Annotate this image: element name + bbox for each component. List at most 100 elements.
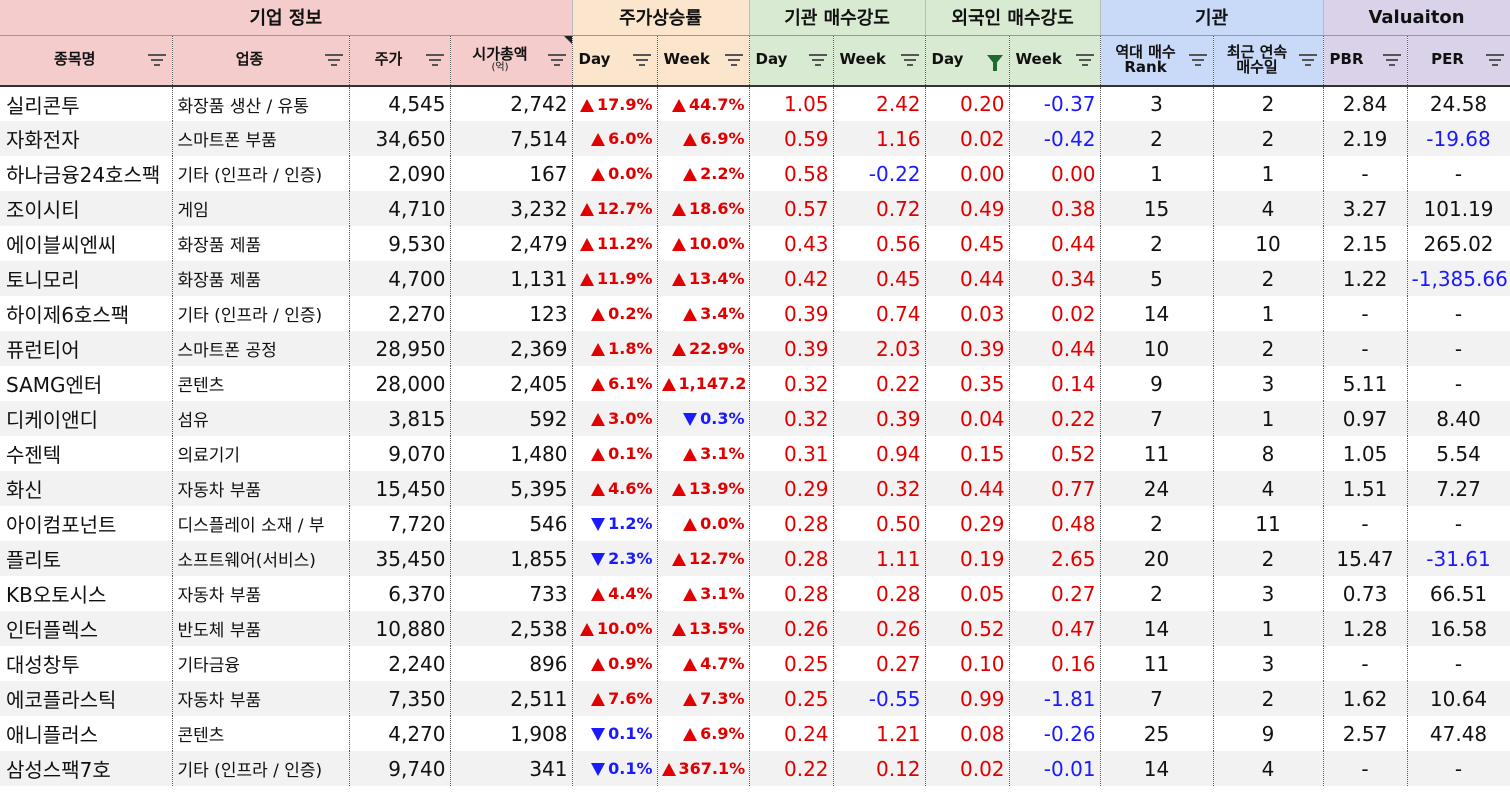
cell-mcap: 2,511 xyxy=(450,681,573,716)
column-header-fday[interactable]: Day xyxy=(925,35,1010,87)
filter-icon[interactable] xyxy=(547,54,566,67)
table-row[interactable]: 하이제6호스팩 기타 (인프라 / 인증) 2,270 123 0.2% 3.4% 0.39… xyxy=(0,296,1510,331)
table-row[interactable]: 삼성스팩7호 기타 (인프라 / 인증) 9,740 341 0.1% 367.1% 0.2… xyxy=(0,751,1510,786)
up-triangle-icon xyxy=(683,448,698,461)
table-row[interactable]: 수젠텍 의료기기 9,070 1,480 0.1% 3.1% 0.31 0.94 0.15 0.5… xyxy=(0,436,1510,471)
cell-industry: 디스플레이 소재 / 부 xyxy=(172,506,350,541)
filter-icon[interactable] xyxy=(900,54,919,67)
table-row[interactable]: 화신 자동차 부품 15,450 5,395 4.6% 13.9% 0.29 0.32 0.44… xyxy=(0,471,1510,506)
table-row[interactable]: 자화전자 스마트폰 부품 34,650 7,514 6.0% 6.9% 0.59 1.16 0.… xyxy=(0,121,1510,156)
table-row[interactable]: 플리토 소프트웨어(서비스) 35,450 1,855 2.3% 12.7% 0.28 1.1… xyxy=(0,541,1510,576)
column-header-label: 역대 매수 Rank xyxy=(1115,44,1175,77)
cell-price: 4,270 xyxy=(349,716,451,751)
column-header-industry[interactable]: 업종 xyxy=(172,35,350,87)
column-header-iday[interactable]: Day xyxy=(749,35,834,87)
column-header-streak[interactable]: 최근 연속 매수일 xyxy=(1213,35,1324,87)
cell-rank: 7 xyxy=(1100,681,1214,716)
cell-pweek: 13.9% xyxy=(657,471,750,506)
table-row[interactable]: 애니플러스 콘텐츠 4,270 1,908 0.1% 6.9% 0.24 1.21 0.08 -0… xyxy=(0,716,1510,751)
cell-iday: 0.57 xyxy=(749,191,834,226)
cell-iweek: -0.55 xyxy=(833,681,926,716)
cell-per: - xyxy=(1407,646,1510,681)
cell-name: 조이시티 xyxy=(0,191,173,226)
pct-value: 4.7% xyxy=(700,654,745,673)
cell-streak: 10 xyxy=(1213,226,1324,261)
column-header-pday[interactable]: Day xyxy=(572,35,658,87)
filter-icon[interactable] xyxy=(632,54,651,67)
table-row[interactable]: 인터플렉스 반도체 부품 10,880 2,538 10.0% 13.5% 0.26 0.26… xyxy=(0,611,1510,646)
column-header-label: PER xyxy=(1431,50,1464,69)
filter-icon[interactable] xyxy=(425,54,444,67)
group-header: 기관 매수강도 xyxy=(749,0,926,36)
cell-per: 10.64 xyxy=(1407,681,1510,716)
cell-name: 퓨런티어 xyxy=(0,331,173,366)
pct-value: 6.1% xyxy=(608,374,653,393)
cell-per: - xyxy=(1407,751,1510,786)
cell-streak: 8 xyxy=(1213,436,1324,471)
table-row[interactable]: 에이블씨엔씨 화장품 제품 9,530 2,479 11.2% 10.0% 0.43 0.56… xyxy=(0,226,1510,261)
table-row[interactable]: 대성창투 기타금융 2,240 896 0.9% 4.7% 0.25 0.27 0.10 0.16… xyxy=(0,646,1510,681)
filter-active-icon[interactable] xyxy=(986,55,1003,72)
cell-pday: 2.3% xyxy=(572,541,658,576)
cell-mcap: 896 xyxy=(450,646,573,681)
filter-icon[interactable] xyxy=(724,54,743,67)
column-header-price[interactable]: 주가 xyxy=(349,35,451,87)
column-header-pweek[interactable]: Week xyxy=(657,35,750,87)
pct-value: 1.2% xyxy=(608,514,653,533)
up-triangle-icon xyxy=(672,273,686,286)
table-row[interactable]: 퓨런티어 스마트폰 공정 28,950 2,369 1.8% 22.9% 0.39 2.03 0… xyxy=(0,331,1510,366)
column-header-pbr[interactable]: PBR xyxy=(1323,35,1408,87)
cell-name: 에코플라스틱 xyxy=(0,681,173,716)
cell-iweek: 0.56 xyxy=(833,226,926,261)
cell-iday: 0.31 xyxy=(749,436,834,471)
filter-icon[interactable] xyxy=(324,54,343,67)
column-header-line2: 매수일 xyxy=(1236,58,1278,77)
cell-mcap: 7,514 xyxy=(450,121,573,156)
cell-industry: 기타 (인프라 / 인증) xyxy=(172,296,350,331)
table-row[interactable]: KB오토시스 자동차 부품 6,370 733 4.4% 3.1% 0.28 0.28 0.05… xyxy=(0,576,1510,611)
filter-icon[interactable] xyxy=(1382,54,1401,67)
cell-iday: 0.32 xyxy=(749,401,834,436)
cell-industry: 콘텐츠 xyxy=(172,366,350,401)
cell-name: 실리콘투 xyxy=(0,86,173,121)
cell-fweek: 0.00 xyxy=(1009,156,1101,191)
filter-icon[interactable] xyxy=(1485,54,1504,67)
column-header-fweek[interactable]: Week xyxy=(1009,35,1101,87)
column-header-name[interactable]: 종목명 xyxy=(0,35,173,87)
table-row[interactable]: 에코플라스틱 자동차 부품 7,350 2,511 7.6% 7.3% 0.25 -0.55 0… xyxy=(0,681,1510,716)
cell-fweek: 0.27 xyxy=(1009,576,1101,611)
table-row[interactable]: 아이컴포넌트 디스플레이 소재 / 부 7,720 546 1.2% 0.0% 0.28 0.… xyxy=(0,506,1510,541)
cell-rank: 7 xyxy=(1100,401,1214,436)
cell-pday: 17.9% xyxy=(572,86,658,121)
table-row[interactable]: 조이시티 게임 4,710 3,232 12.7% 18.6% 0.57 0.72 0.49 0.… xyxy=(0,191,1510,226)
column-header-rank[interactable]: 역대 매수 Rank xyxy=(1100,35,1214,87)
table-row[interactable]: 디케이앤디 섬유 3,815 592 3.0% 0.3% 0.32 0.39 0.04 0.22 7… xyxy=(0,401,1510,436)
column-header-iweek[interactable]: Week xyxy=(833,35,926,87)
cell-iday: 1.05 xyxy=(749,86,834,121)
table-row[interactable]: 실리콘투 화장품 생산 / 유통 4,545 2,742 17.9% 44.7% 1.05 2… xyxy=(0,86,1510,121)
filter-icon[interactable] xyxy=(808,54,827,67)
cell-per: - xyxy=(1407,506,1510,541)
group-header: 주가상승률 xyxy=(572,0,750,36)
cell-industry: 기타 (인프라 / 인증) xyxy=(172,751,350,786)
table-row[interactable]: 토니모리 화장품 제품 4,700 1,131 11.9% 13.4% 0.42 0.45 0.… xyxy=(0,261,1510,296)
column-header-mcap[interactable]: 시가총액 (억) xyxy=(450,35,573,87)
cell-rank: 3 xyxy=(1100,86,1214,121)
filter-icon[interactable] xyxy=(1298,54,1317,67)
column-header-per[interactable]: PER xyxy=(1407,35,1510,87)
up-triangle-icon xyxy=(591,378,606,391)
up-triangle-icon xyxy=(672,98,686,112)
filter-icon[interactable] xyxy=(1075,54,1094,67)
cell-fday: 0.02 xyxy=(925,751,1010,786)
cell-mcap: 733 xyxy=(450,576,573,611)
cell-pweek: 22.9% xyxy=(657,331,750,366)
table-row[interactable]: SAMG엔터 콘텐츠 28,000 2,405 6.1% 1,147.2 0.32 0.22 0… xyxy=(0,366,1510,401)
cell-streak: 1 xyxy=(1213,611,1324,646)
filter-icon[interactable] xyxy=(147,54,166,67)
cell-streak: 3 xyxy=(1213,576,1324,611)
cell-name: 수젠텍 xyxy=(0,436,173,471)
filter-icon[interactable] xyxy=(1188,54,1207,67)
cell-streak: 9 xyxy=(1213,716,1324,751)
table-row[interactable]: 하나금융24호스팩 기타 (인프라 / 인증) 2,090 167 0.0% 2.2% 0.… xyxy=(0,156,1510,191)
up-triangle-icon xyxy=(661,763,676,776)
